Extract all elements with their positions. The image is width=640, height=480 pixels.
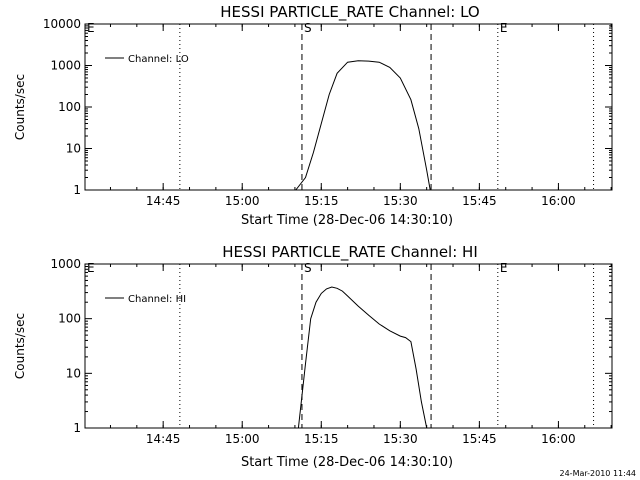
- top-x-axis-label: Start Time (28-Dec-06 14:30:10): [241, 213, 453, 228]
- bottom-marker-label-0: E: [87, 261, 95, 275]
- bottom-panel-title: HESSI PARTICLE_RATE Channel: HI: [222, 243, 478, 262]
- top-marker-label-0: E: [87, 21, 95, 35]
- bottom-y-tick-label-3: 1000: [50, 257, 81, 271]
- bottom-x-tick-label-0: 14:45: [146, 432, 181, 446]
- bottom-plot-frame: [84, 263, 613, 429]
- bottom-x-tick-label-4: 15:45: [462, 432, 497, 446]
- top-x-tick-label-1: 15:00: [225, 194, 260, 208]
- bottom-legend: Channel: HI: [105, 294, 186, 305]
- top-x-tick-label-4: 15:45: [462, 194, 497, 208]
- top-plot-frame: [84, 23, 613, 191]
- bottom-y-tick-label-2: 100: [58, 312, 81, 326]
- top-y-tick-label-4: 10000: [43, 17, 81, 31]
- bottom-x-tick-label-5: 16:00: [541, 432, 576, 446]
- top-panel-title: HESSI PARTICLE_RATE Channel: LO: [220, 3, 479, 22]
- top-y-tick-label-1: 10: [66, 142, 81, 156]
- top-x-tick-label-0: 14:45: [146, 194, 181, 208]
- bottom-y-axis-label: Counts/sec: [13, 313, 27, 379]
- top-y-tick-label-3: 1000: [50, 59, 81, 73]
- top-x-tick-label-2: 15:15: [304, 194, 339, 208]
- top-panel: HESSI PARTICLE_RATE Channel: LO E S E 14:45…: [13, 3, 613, 228]
- top-x-tick-label-5: 16:00: [541, 194, 576, 208]
- bottom-series-line-0: [297, 286, 428, 429]
- top-series-line-0: [295, 60, 431, 191]
- top-marker-label-4: E: [500, 21, 508, 35]
- top-x-tick-label-3: 15:30: [383, 194, 418, 208]
- bottom-marker-label-4: E: [500, 261, 508, 275]
- bottom-x-axis-label: Start Time (28-Dec-06 14:30:10): [241, 455, 453, 470]
- top-y-tick-label-0: 1: [73, 183, 81, 197]
- bottom-y-tick-label-1: 10: [66, 366, 81, 380]
- bottom-y-tick-label-0: 1: [73, 421, 81, 435]
- top-legend: Channel: LO: [105, 54, 189, 65]
- bottom-plot-marks: E S E 14:45 15:00 15:15 15:30 15:45 16:00 1 10 100 1…: [50, 257, 612, 446]
- bottom-legend-label: Channel: HI: [128, 294, 186, 305]
- top-legend-label: Channel: LO: [128, 54, 189, 65]
- top-marker-label-2: S: [304, 21, 312, 35]
- top-y-axis-label: Counts/sec: [13, 74, 27, 140]
- footer-timestamp: 24-Mar-2010 11:44: [560, 469, 637, 478]
- top-plot-marks: E S E 14:45 15:00 15:15 15:30 15:45 16:00 1 10 100 1…: [43, 17, 612, 208]
- bottom-marker-label-2: S: [304, 261, 312, 275]
- bottom-x-tick-label-1: 15:00: [225, 432, 260, 446]
- bottom-x-tick-label-3: 15:30: [383, 432, 418, 446]
- bottom-panel: HESSI PARTICLE_RATE Channel: HI E S E 14:45…: [13, 243, 613, 470]
- top-y-tick-label-2: 100: [58, 100, 81, 114]
- bottom-x-tick-label-2: 15:15: [304, 432, 339, 446]
